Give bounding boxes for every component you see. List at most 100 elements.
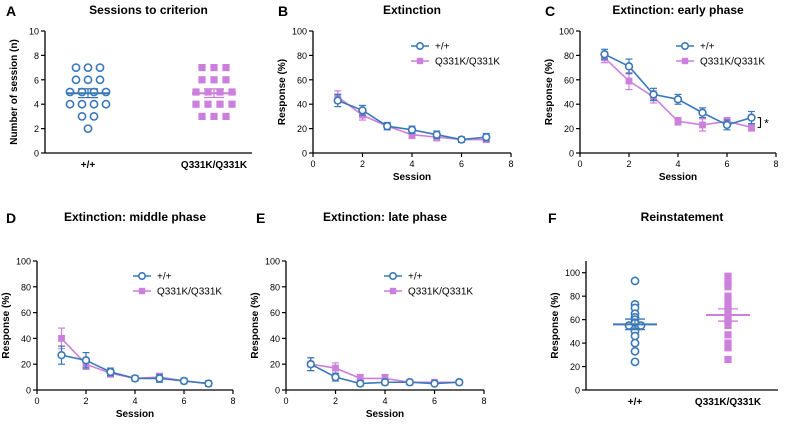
x-axis-label: Session — [659, 172, 697, 183]
legend-item: Q331K/Q331K — [676, 57, 765, 68]
data-point — [77, 87, 87, 97]
data-point — [380, 378, 390, 387]
data-point — [698, 108, 707, 117]
y-tick-label: 60 — [564, 75, 574, 85]
legend-label: Q331K/Q331K — [408, 287, 473, 298]
y-axis-label: Response (%) — [277, 59, 288, 125]
series-q331k — [334, 90, 490, 143]
data-point — [101, 87, 111, 97]
series-q331k — [706, 272, 750, 364]
data-point — [83, 124, 93, 134]
data-point — [724, 292, 732, 300]
data-point — [210, 64, 218, 72]
y-tick-label: 60 — [21, 308, 31, 318]
data-point — [722, 120, 732, 130]
data-point — [649, 90, 658, 99]
y-tick-label: 20 — [564, 124, 574, 134]
legend-label: Q331K/Q331K — [435, 57, 500, 68]
data-point — [333, 96, 342, 105]
x-tick-label: 2 — [83, 396, 88, 406]
data-point — [625, 77, 633, 85]
data-point — [57, 350, 66, 360]
data-point — [58, 335, 65, 342]
x-category-label: Q331K/Q331K — [695, 397, 762, 408]
y-tick-label: 80 — [270, 282, 280, 292]
y-tick-label: 40 — [297, 100, 307, 110]
series-wt — [65, 63, 111, 134]
data-point — [356, 379, 365, 388]
data-point — [89, 87, 99, 97]
x-tick-label: 4 — [675, 159, 680, 169]
legend-item: +/+ — [676, 42, 715, 53]
series-q331k — [192, 64, 236, 120]
data-point — [748, 123, 755, 131]
data-point — [724, 297, 732, 305]
x-tick-label: 2 — [333, 396, 338, 406]
data-point — [89, 99, 99, 109]
series-wt — [600, 48, 756, 131]
data-point — [482, 132, 491, 142]
data-point — [198, 112, 206, 120]
panel-letter: C — [545, 3, 555, 19]
series-wt — [306, 357, 464, 388]
y-tick-label: 0 — [26, 386, 31, 396]
data-point — [356, 374, 364, 382]
x-tick-label: 2 — [626, 159, 631, 169]
y-tick-label: 0 — [275, 386, 280, 396]
panel-d: D Extinction: middle phase020406080100Res… — [1, 210, 236, 420]
data-point — [71, 75, 81, 85]
data-point — [674, 117, 682, 125]
data-point — [699, 121, 706, 129]
y-axis-label: Response (%) — [544, 59, 555, 125]
panel-letter: D — [6, 210, 16, 226]
data-point — [407, 125, 417, 135]
data-point — [724, 355, 732, 364]
x-tick-label: 0 — [577, 159, 582, 169]
y-tick-label: 0 — [302, 149, 307, 159]
y-axis-label: Response (%) — [550, 292, 561, 358]
data-point — [216, 100, 224, 108]
x-category-label: +/+ — [81, 160, 96, 171]
data-point — [106, 367, 115, 377]
panel-a: A Sessions to criterion 0 2 4 6 8 10 Number of s… — [6, 3, 252, 171]
data-point — [724, 331, 732, 339]
legend-label: Q331K/Q331K — [700, 57, 765, 68]
data-point — [210, 112, 218, 120]
legend-label: +/+ — [435, 42, 450, 53]
legend-label: +/+ — [408, 272, 423, 283]
x-tick-label: 6 — [432, 396, 437, 406]
data-point — [405, 378, 414, 387]
panel-letter: A — [6, 3, 16, 19]
data-point — [101, 99, 111, 109]
data-point — [71, 63, 81, 72]
data-point — [724, 344, 732, 352]
data-point — [331, 372, 340, 382]
data-point — [630, 276, 640, 286]
data-point — [89, 112, 99, 121]
panel-e: E Extinction: late phase020406080100Respo… — [250, 210, 487, 420]
data-point — [192, 88, 200, 96]
data-point — [457, 135, 466, 144]
data-point — [430, 379, 439, 388]
data-point — [83, 75, 93, 85]
panel-letter: B — [278, 3, 288, 19]
data-point — [222, 112, 230, 120]
chart-title: Extinction: late phase — [323, 210, 447, 224]
data-point — [630, 338, 640, 348]
y-tick-label: 0 — [575, 386, 580, 396]
data-point — [455, 378, 464, 387]
data-point — [65, 87, 75, 97]
legend-marker — [138, 271, 147, 280]
legend-label: +/+ — [157, 272, 172, 283]
significance-star: * — [764, 117, 769, 131]
legend-item: Q331K/Q331K — [384, 287, 473, 298]
y-tick-label: 20 — [297, 124, 307, 134]
x-tick-label: 8 — [230, 396, 235, 406]
series-wt — [333, 93, 491, 144]
x-tick-label: 0 — [283, 396, 288, 406]
y-tick-label: 10 — [29, 27, 39, 37]
data-point — [155, 374, 164, 383]
x-axis-label: Session — [393, 172, 431, 183]
legend-marker — [416, 57, 424, 65]
legend-item: Q331K/Q331K — [133, 287, 222, 298]
